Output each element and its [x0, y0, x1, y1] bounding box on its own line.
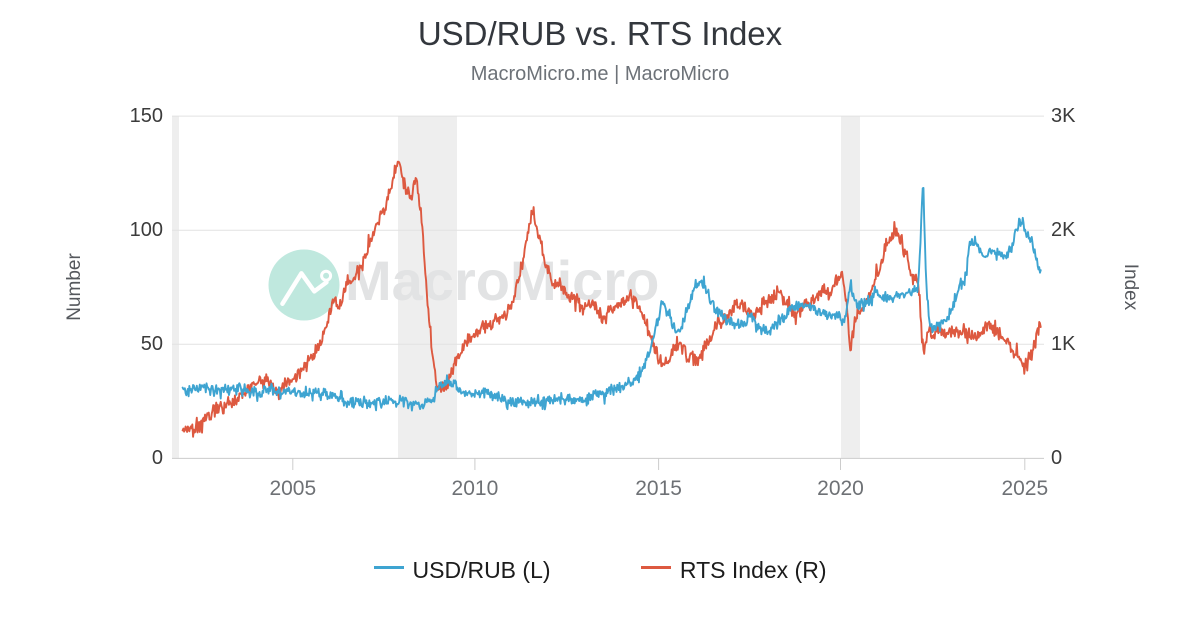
svg-text:MacroMicro: MacroMicro [345, 249, 659, 312]
